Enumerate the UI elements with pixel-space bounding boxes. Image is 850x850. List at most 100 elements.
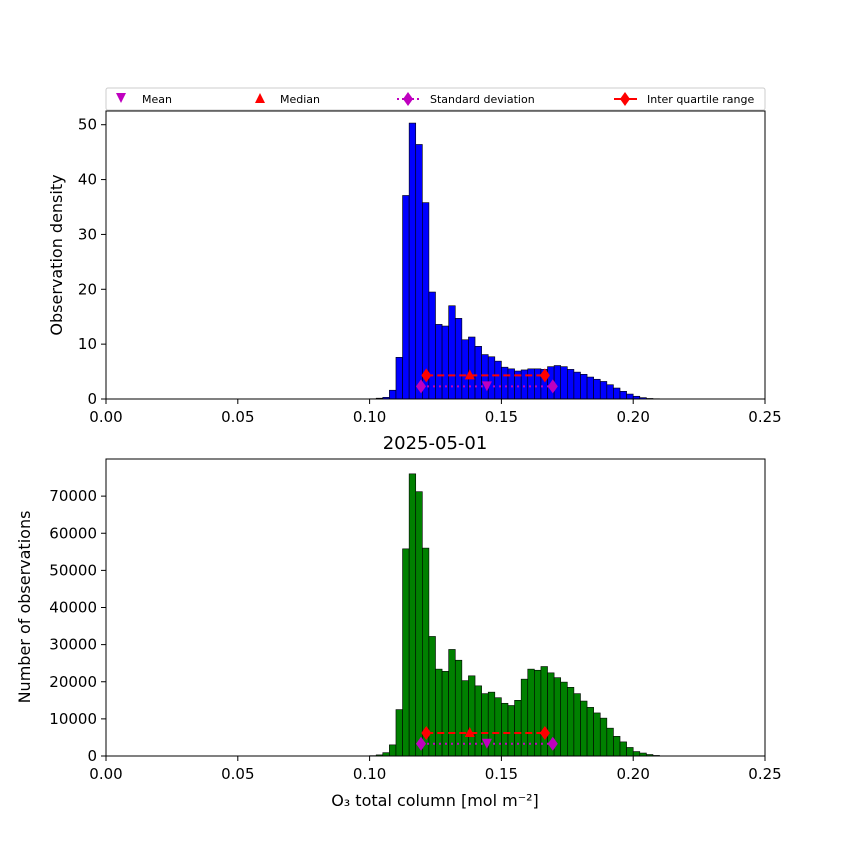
histogram-bar [534, 368, 542, 400]
histogram-bar [606, 384, 614, 400]
histogram-bar [560, 366, 568, 400]
median-marker [464, 726, 475, 737]
legend-mean-label: Mean [142, 93, 172, 106]
std-marker [547, 736, 558, 751]
iqr-marker [539, 368, 550, 383]
x-tick-label: 0.15 [485, 408, 518, 426]
x-tick-label: 0.00 [89, 765, 122, 783]
legend-iqr-label: Inter quartile range [647, 93, 754, 106]
histogram-bar [435, 668, 443, 757]
histogram-bar [507, 705, 515, 757]
histogram-bar [474, 685, 482, 757]
y-tick-label: 60000 [49, 524, 97, 542]
density-x-axis: 0.00 0.05 0.10 0.15 0.20 0.25 [89, 399, 782, 426]
legend-item-mean: Mean [116, 93, 172, 106]
x-tick-label: 0.20 [616, 408, 649, 426]
histogram-bar [599, 381, 608, 400]
histogram-bar [474, 346, 482, 400]
histogram-bar [461, 680, 469, 757]
histogram-bar [507, 368, 515, 400]
histogram-bar [487, 691, 496, 757]
histogram-bar [613, 387, 621, 400]
histogram-bar [494, 360, 502, 400]
count-bars [369, 473, 660, 757]
histogram-bar [454, 659, 463, 757]
legend-item-iqr: Inter quartile range [614, 92, 754, 106]
x-tick-label: 0.05 [221, 765, 254, 783]
histogram-bar [527, 368, 535, 400]
legend-frame [105, 87, 766, 111]
histogram-bar [560, 681, 568, 757]
histogram-bar [580, 374, 588, 400]
histogram-bar [573, 693, 581, 757]
histogram-bar [389, 389, 397, 400]
histogram-bar [566, 687, 575, 757]
histogram-bar [527, 668, 535, 757]
y-tick-label: 10 [78, 335, 97, 353]
y-tick-label: 0 [87, 747, 97, 765]
y-tick-label: 40000 [49, 599, 97, 617]
std-marker [416, 379, 427, 394]
histogram-bar [382, 752, 390, 757]
count-x-axis: 0.00 0.05 0.10 0.15 0.20 0.25 [89, 756, 782, 783]
histogram-bar [586, 376, 594, 400]
x-axis-label: O₃ total column [mol m⁻²] [331, 791, 539, 810]
iqr-marker [421, 368, 432, 383]
legend: Mean Median Standard deviation Inter qua… [105, 87, 766, 111]
x-tick-label: 0.00 [89, 408, 122, 426]
x-tick-label: 0.25 [748, 408, 781, 426]
chart-title: 2025-05-01 [383, 433, 488, 454]
histogram-bar [448, 649, 456, 757]
std-marker [416, 736, 427, 751]
x-tick-label: 0.15 [485, 765, 518, 783]
histogram-bar [501, 366, 509, 400]
y-tick-label: 40 [78, 171, 97, 189]
x-tick-label: 0.10 [353, 408, 386, 426]
histogram-bar [408, 122, 417, 400]
y-tick-label: 50000 [49, 561, 97, 579]
mean-marker [481, 381, 492, 392]
histogram-bar [599, 717, 608, 757]
density-y-axis-label: Observation density [47, 174, 66, 335]
density-stats-markers [416, 368, 558, 394]
x-tick-label: 0.10 [353, 765, 386, 783]
histogram-bar [422, 547, 430, 757]
histogram-bar [580, 700, 588, 757]
y-tick-label: 0 [87, 390, 97, 408]
median-legend-marker [255, 93, 265, 103]
histogram-bar [389, 744, 397, 757]
x-tick-label: 0.20 [616, 765, 649, 783]
histogram-bar [402, 548, 410, 757]
density-bars [369, 122, 660, 400]
density-histogram-panel: 0.00 0.05 0.10 0.15 0.20 0.25 0 10 20 30 40 50 Obs… [47, 110, 782, 426]
histogram-bar [461, 339, 469, 400]
histogram-bar [632, 751, 641, 757]
x-tick-label: 0.25 [748, 765, 781, 783]
count-stats-markers [416, 725, 558, 751]
y-tick-label: 30000 [49, 636, 97, 654]
histogram-bar [520, 369, 529, 400]
y-tick-label: 20000 [49, 673, 97, 691]
iqr-marker [421, 725, 432, 740]
histogram-bar [402, 195, 410, 400]
histogram-bar [619, 741, 627, 757]
y-tick-label: 20 [78, 280, 97, 298]
histogram-bar [468, 336, 476, 400]
histogram-bar [566, 369, 575, 400]
iqr-marker [539, 725, 550, 740]
median-marker [464, 369, 475, 380]
histogram-bar [586, 707, 594, 757]
histogram-bar [626, 393, 634, 400]
legend-item-std: Standard deviation [397, 92, 535, 106]
legend-item-median: Median [255, 93, 320, 106]
histogram-bar [428, 636, 436, 757]
histogram-bar [501, 702, 509, 757]
density-axes-frame [105, 110, 766, 400]
histogram-bar [395, 357, 403, 400]
count-histogram-panel: 2025-05-01 0.00 0.05 0.10 0.15 0.20 0.25 0 100… [15, 433, 782, 810]
std-legend-marker [403, 92, 413, 106]
y-tick-label: 70000 [49, 487, 97, 505]
histogram-bar [494, 697, 502, 757]
y-tick-label: 30 [78, 225, 97, 243]
histogram-bar [593, 378, 601, 400]
